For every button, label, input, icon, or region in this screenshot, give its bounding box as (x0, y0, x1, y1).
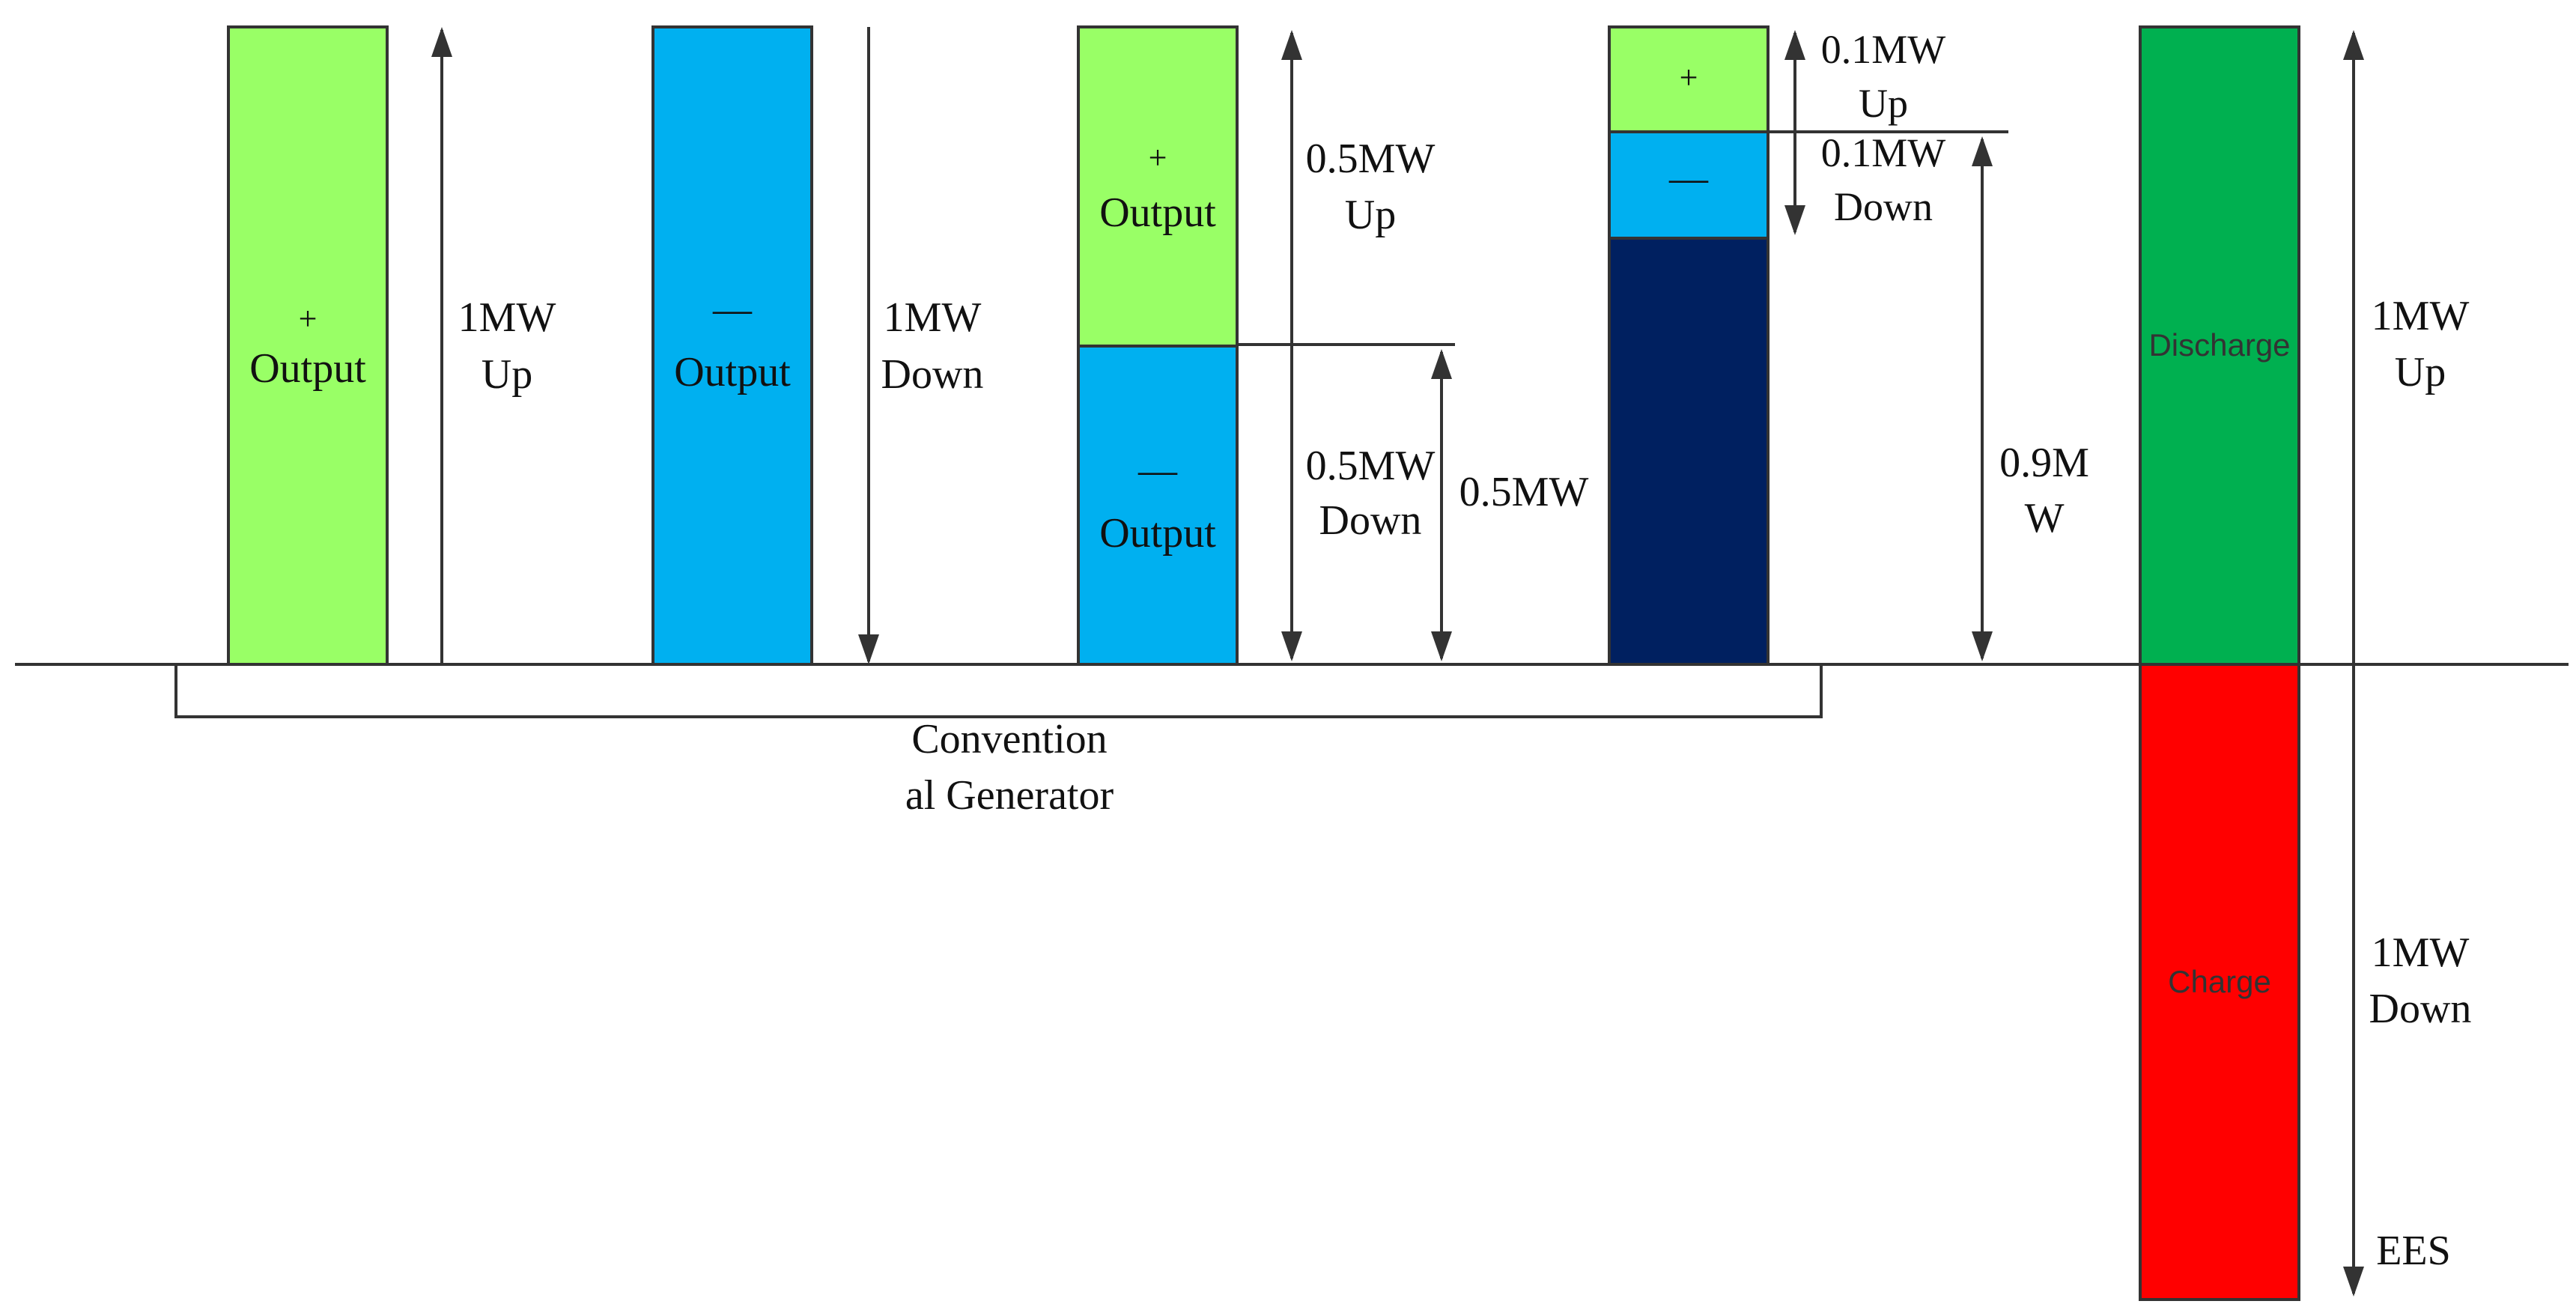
label-0.1mw-down-line1: 0.1MW (1821, 130, 1946, 175)
label-0.5mw-down-line2: Down (1319, 497, 1422, 544)
bar-split-up-symbol: + (1149, 139, 1167, 176)
ees-charge-bar (2139, 663, 2300, 1301)
label-1mw-up-line2: Up (482, 351, 532, 398)
bar-split-down-symbol: — (1137, 449, 1178, 492)
bar-split-down-label: Output (1099, 510, 1216, 557)
label-ees-down-line2: Down (2369, 986, 2472, 1032)
ees-charge-label: Charge (2168, 964, 2271, 999)
ees-discharge-label: Discharge (2148, 327, 2290, 363)
label-0.1mw-up-line1: 0.1MW (1821, 27, 1946, 72)
ees-label: EES (2376, 1228, 2451, 1274)
label-0.9mw-line2: W (2025, 495, 2065, 542)
bar-small-down-symbol: — (1668, 157, 1709, 200)
bar-split-up-label: Output (1099, 189, 1216, 236)
label-0.5mw-up-line2: Up (1345, 192, 1396, 238)
bar-base-output (1608, 237, 1770, 666)
label-0.1mw-up-line2: Up (1859, 81, 1908, 126)
label-1mw-down-line2: Down (881, 351, 984, 398)
label-0.5mw-side: 0.5MW (1459, 469, 1589, 515)
label-1mw-down-line1: 1MW (884, 294, 982, 341)
bar-small-up-symbol: + (1680, 59, 1698, 96)
bar-small-down (1608, 130, 1770, 240)
bar-small-up (1608, 25, 1770, 133)
bar-up-label: Output (249, 345, 366, 392)
label-ees-down-line1: 1MW (2372, 930, 2470, 976)
bar-down-symbol: — (712, 288, 753, 331)
bar-up-symbol: + (299, 300, 318, 337)
bar-split-down (1077, 345, 1239, 666)
label-ees-up-line1: 1MW (2372, 293, 2470, 339)
label-0.5mw-up-line1: 0.5MW (1306, 136, 1436, 182)
label-0.1mw-down-line2: Down (1834, 184, 1933, 229)
generator-label-line1: Convention (911, 716, 1107, 762)
label-ees-up-line2: Up (2395, 349, 2446, 395)
bar-down-output (651, 25, 813, 666)
generator-label-line2: al Generator (905, 772, 1114, 819)
label-0.5mw-down-line1: 0.5MW (1306, 443, 1436, 489)
bar-down-label: Output (674, 349, 791, 395)
label-1mw-up-line1: 1MW (458, 294, 556, 341)
generator-bracket (174, 664, 1823, 718)
label-0.9mw-line1: 0.9M (1999, 440, 2089, 486)
bar-split-up (1077, 25, 1239, 348)
bar-up-output (227, 25, 389, 666)
